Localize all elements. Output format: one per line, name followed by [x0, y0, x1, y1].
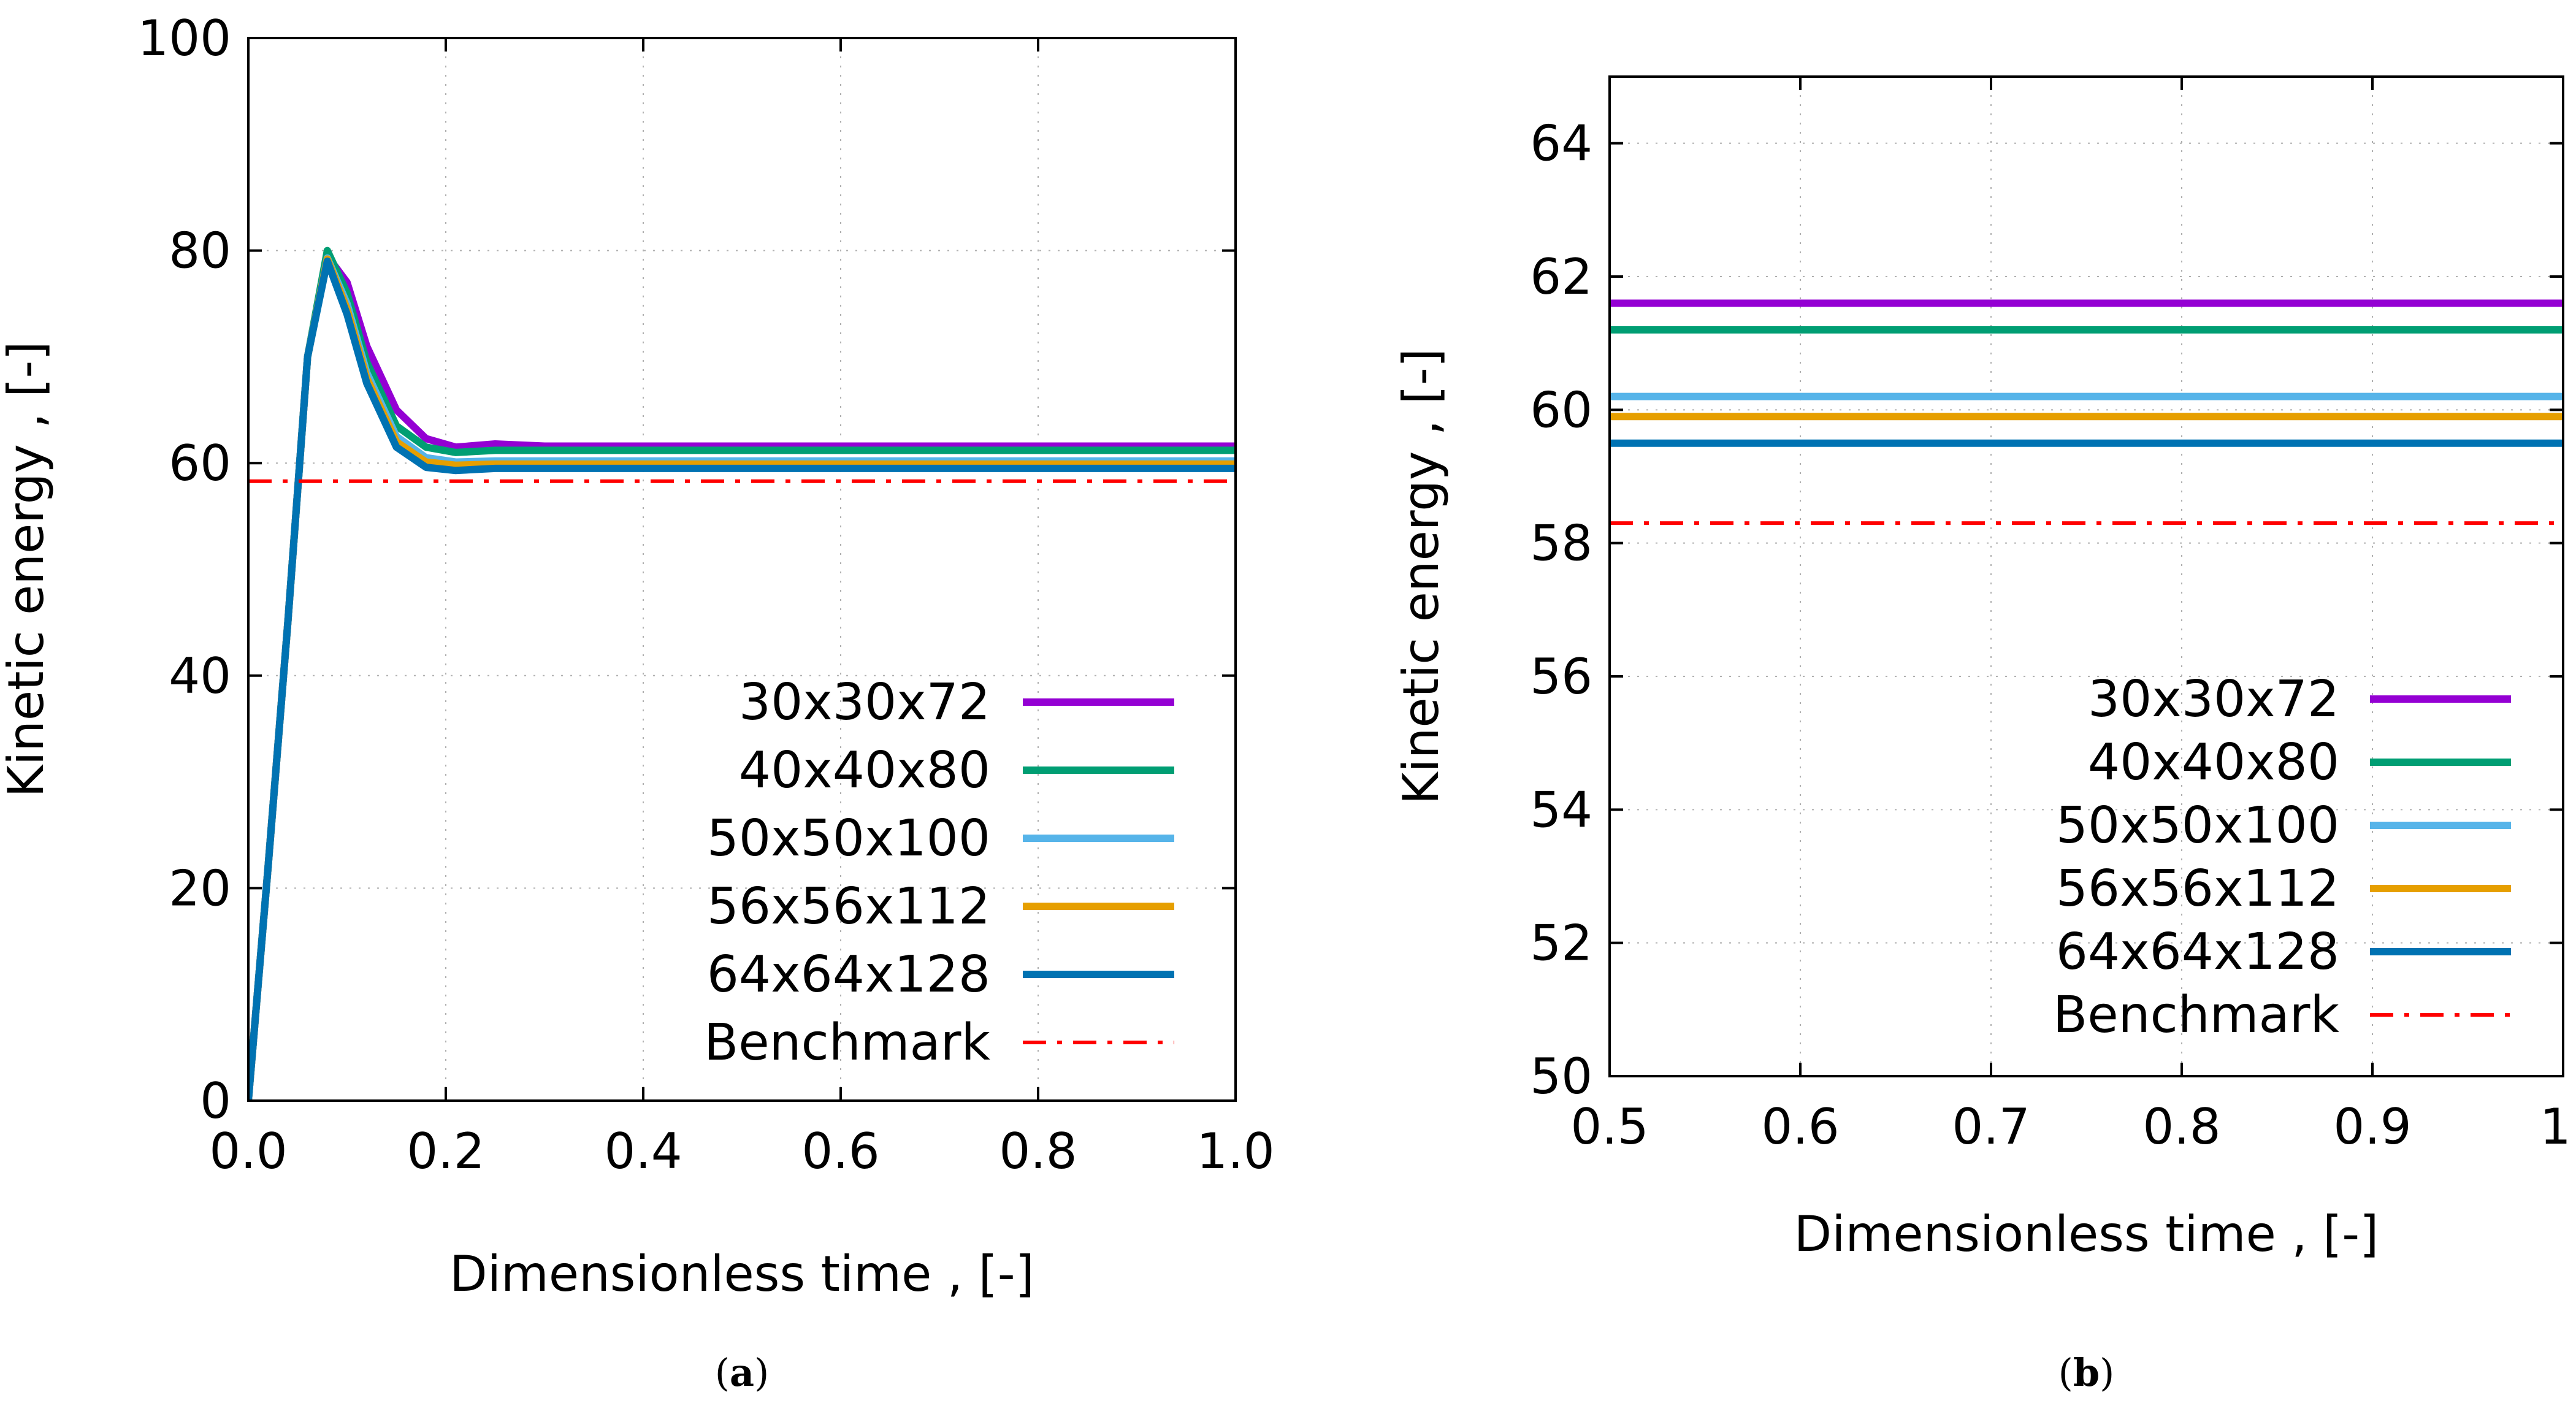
- y-axis-label: Kinetic energy , [-]: [0, 342, 55, 798]
- legend-label: 40x40x80: [2088, 733, 2339, 792]
- panel-a-kinetic-energy-full: 0 20 40 60 80 100 0.0 0.2 0.4 0.6 0.8 1.0 30x30x72 40…: [0, 10, 1275, 1395]
- y-tick-label: 40: [169, 648, 231, 705]
- legend-label: 30x30x72: [739, 673, 990, 732]
- y-axis-label: Kinetic energy , [-]: [1393, 348, 1450, 805]
- caption-letter: b: [2073, 1350, 2100, 1395]
- caption-close-paren: ): [754, 1350, 769, 1395]
- legend-label: 64x64x128: [2056, 923, 2339, 981]
- x-tick-label: 0.9: [2333, 1098, 2411, 1155]
- x-tick-label: 1.0: [1196, 1123, 1274, 1180]
- y-tick-label: 50: [1530, 1048, 1592, 1105]
- x-tick-label: 0.6: [1761, 1098, 1839, 1155]
- legend-label: 40x40x80: [739, 741, 990, 800]
- series-line-64x64x128: [248, 257, 1236, 1101]
- legend-label: 30x30x72: [2088, 670, 2339, 728]
- caption-letter: a: [730, 1350, 754, 1395]
- legend-label: Benchmark: [2053, 986, 2340, 1044]
- legend-label: 56x56x112: [707, 877, 990, 936]
- caption-open-paren: (: [715, 1350, 730, 1395]
- legend-label: 56x56x112: [2056, 860, 2339, 918]
- x-tick-label: 0.8: [2142, 1098, 2220, 1155]
- panel-b-kinetic-energy-zoom: 50 52 54 56 58 60 62 64 0.5 0.6 0.7 0.8 0.9 1. 30x30x7…: [1393, 75, 2576, 1395]
- legend-label: 64x64x128: [707, 946, 990, 1004]
- y-tick-label: 64: [1530, 115, 1592, 172]
- y-tick-label: 80: [169, 223, 231, 280]
- x-tick-label: 0.8: [999, 1123, 1077, 1180]
- panel-caption: (a): [715, 1350, 770, 1395]
- legend-label: 50x50x100: [2056, 797, 2339, 855]
- y-tick-label: 56: [1530, 648, 1592, 705]
- x-tick-label: 0.7: [1952, 1098, 2030, 1155]
- plot-frame: [247, 37, 1237, 1102]
- y-tick-label: 54: [1530, 781, 1592, 838]
- x-tick-label: 1.: [2540, 1098, 2576, 1155]
- x-axis-label: Dimensionless time , [-]: [1794, 1206, 2379, 1263]
- plot-frame: [1608, 75, 2564, 1077]
- y-tick-label: 58: [1530, 515, 1592, 572]
- y-tick-label: 52: [1530, 915, 1592, 972]
- y-tick-label: 20: [169, 860, 231, 917]
- x-axis-label: Dimensionless time , [-]: [449, 1245, 1034, 1302]
- legend-label: 50x50x100: [707, 809, 990, 868]
- caption-open-paren: (: [2058, 1350, 2073, 1395]
- x-tick-label: 0.5: [1570, 1098, 1648, 1155]
- legend-label: Benchmark: [704, 1014, 991, 1072]
- y-tick-label: 0: [200, 1072, 231, 1130]
- x-tick-label: 0.4: [604, 1123, 682, 1180]
- x-tick-label: 0.0: [209, 1123, 287, 1180]
- y-tick-label: 62: [1530, 248, 1592, 305]
- y-tick-label: 60: [169, 435, 231, 492]
- x-tick-label: 0.6: [801, 1123, 879, 1180]
- y-tick-label: 60: [1530, 381, 1592, 438]
- panel-caption: (b): [2058, 1350, 2115, 1395]
- x-tick-label: 0.2: [407, 1123, 484, 1180]
- caption-close-paren: ): [2100, 1350, 2114, 1395]
- y-tick-label: 100: [137, 10, 231, 67]
